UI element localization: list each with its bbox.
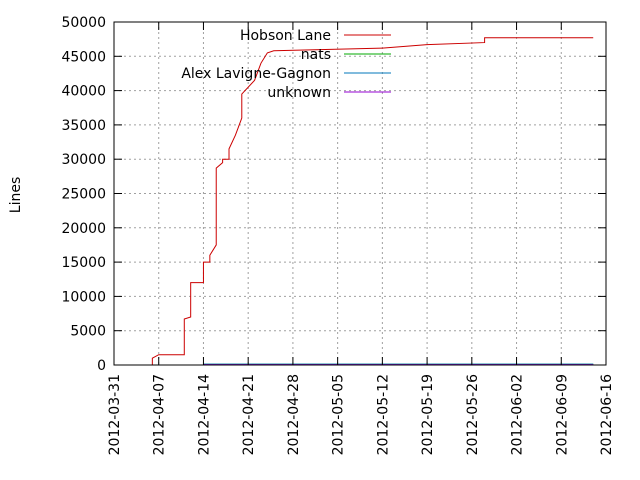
x-tick-label: 2012-05-05 [331, 374, 347, 455]
series-line [145, 37, 594, 366]
y-tick-label: 10000 [61, 289, 106, 305]
legend: Hobson Lane nats Alex Lavigne-Gagnon unknow… [181, 28, 391, 101]
x-tick-label: 2012-05-12 [375, 374, 391, 455]
y-tick-label: 30000 [61, 152, 106, 168]
y-tick-label: 40000 [61, 84, 106, 100]
y-tick-label: 20000 [61, 221, 106, 237]
y-tick-label: 15000 [61, 255, 106, 271]
legend-label: Hobson Lane [240, 28, 331, 44]
legend-label: unknown [267, 85, 331, 101]
axis-ticks: 0 5000 10000 15000 20000 25000 30000 35000 40000… [61, 15, 615, 455]
legend-label: nats [301, 47, 331, 63]
x-tick-label: 2012-06-16 [599, 374, 615, 455]
y-tick-label: 25000 [61, 187, 106, 203]
legend-label: Alex Lavigne-Gagnon [181, 66, 331, 82]
series-lines [145, 37, 594, 366]
y-tick-label: 45000 [61, 49, 106, 65]
x-tick-label: 2012-06-02 [510, 374, 526, 455]
y-tick-label: 5000 [70, 324, 106, 340]
y-tick-label: 0 [97, 358, 106, 374]
y-tick-label: 35000 [61, 118, 106, 134]
x-tick-label: 2012-04-07 [152, 374, 168, 455]
x-tick-label: 2012-03-31 [107, 374, 123, 455]
x-tick-label: 2012-04-14 [196, 374, 212, 455]
y-tick-label: 50000 [61, 15, 106, 31]
x-tick-label: 2012-04-21 [241, 374, 257, 455]
x-tick-label: 2012-06-09 [554, 374, 570, 455]
x-tick-label: 2012-05-19 [420, 374, 436, 455]
x-tick-label: 2012-05-26 [465, 374, 481, 455]
x-tick-label: 2012-04-28 [286, 374, 302, 455]
y-axis-label: Lines [8, 177, 24, 213]
